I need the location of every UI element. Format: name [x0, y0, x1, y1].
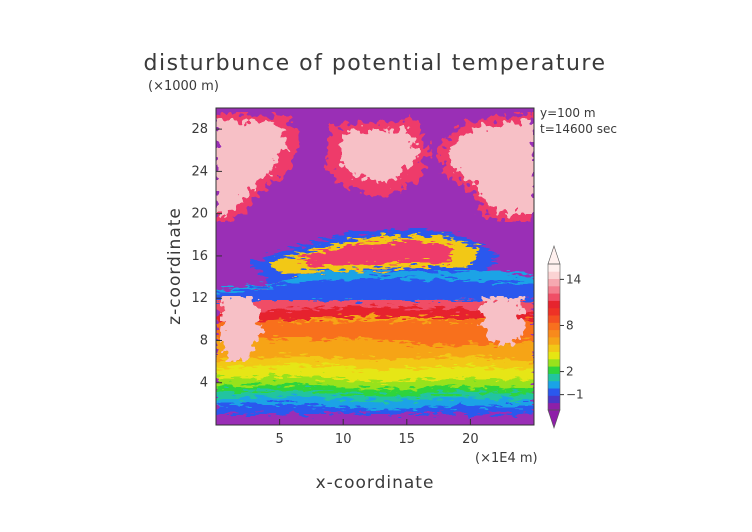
- colorbar-band: [548, 388, 560, 396]
- colorbar: 14 8 2 −1: [547, 245, 584, 429]
- colorbar-band: [548, 278, 560, 287]
- y-tick-label: 28: [191, 122, 208, 137]
- x-tick-label: 5: [275, 432, 283, 447]
- x-tick-label: 15: [399, 432, 416, 447]
- colorbar-band: [548, 366, 560, 374]
- colorbar-band: [548, 344, 560, 352]
- plot-frame: [215, 107, 535, 426]
- colorbar-label: −1: [566, 388, 584, 402]
- y-axis-label: z-coordinate: [165, 207, 185, 325]
- colorbar-band: [548, 264, 560, 272]
- colorbar-frame: [547, 263, 561, 411]
- chart-title: disturbunce of potential temperature: [144, 51, 607, 76]
- colorbar-band: [548, 395, 560, 404]
- y-tick-label: 20: [191, 207, 208, 222]
- colorbar-band: [548, 307, 560, 316]
- colorbar-label: 2: [566, 365, 574, 379]
- colorbar-band: [548, 293, 560, 301]
- y-tick-label: 8: [200, 333, 208, 348]
- colorbar-band: [548, 351, 560, 360]
- colorbar-extend-low: [547, 409, 561, 429]
- colorbar-band: [548, 315, 560, 323]
- colorbar-band: [548, 373, 560, 382]
- colorbar-label: 14: [566, 272, 581, 286]
- colorbar-band: [548, 358, 560, 367]
- x-axis: 5 10 15 20: [275, 419, 479, 447]
- y-tick-label: 24: [191, 164, 208, 179]
- x-tick-label: 10: [335, 432, 352, 447]
- colorbar-band: [548, 329, 560, 338]
- y-unit-label: (×1000 m): [148, 79, 219, 94]
- x-tick-label: 20: [462, 432, 479, 447]
- colorbar-extend-high: [547, 245, 561, 265]
- colorbar-band: [548, 380, 560, 389]
- x-unit-label: (×1E4 m): [475, 451, 538, 466]
- annotation-t: t=14600 sec: [540, 122, 617, 136]
- colorbar-band: [548, 285, 560, 294]
- contour-field: [216, 108, 534, 425]
- colorbar-band: [548, 322, 560, 331]
- colorbar-band: [548, 271, 560, 279]
- y-axis: 4 8 12 16 20 24 28: [191, 122, 222, 391]
- colorbar-label: 8: [566, 318, 574, 332]
- y-tick-label: 16: [191, 249, 208, 264]
- y-tick-label: 12: [191, 291, 208, 306]
- colorbar-band: [548, 402, 560, 411]
- annotation-y: y=100 m: [540, 106, 596, 120]
- colorbar-band: [548, 337, 560, 345]
- x-axis-label: x-coordinate: [316, 473, 435, 493]
- colorbar-band: [548, 300, 560, 309]
- y-tick-label: 4: [200, 376, 208, 391]
